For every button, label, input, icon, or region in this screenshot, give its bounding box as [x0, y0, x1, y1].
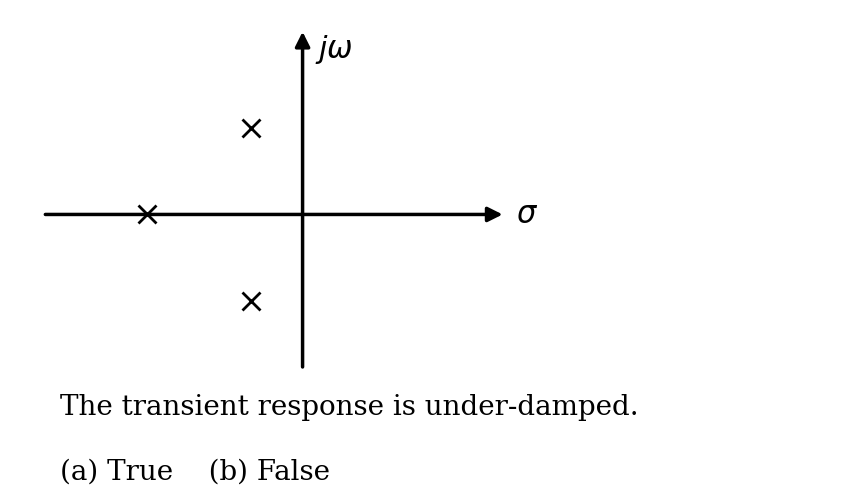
Text: $\sigma$: $\sigma$ — [516, 199, 538, 230]
Text: $j\omega$: $j\omega$ — [315, 34, 353, 66]
Text: (a) True    (b) False: (a) True (b) False — [60, 458, 329, 486]
Text: The transient response is under-damped.: The transient response is under-damped. — [60, 394, 638, 422]
